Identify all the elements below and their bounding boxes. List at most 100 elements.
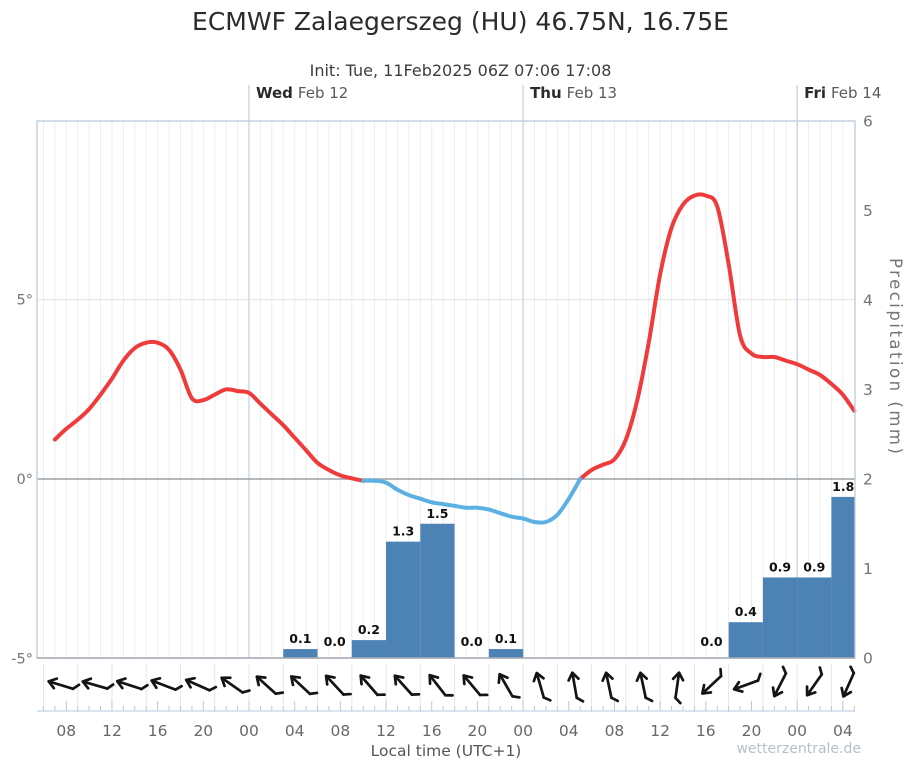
x-tick-label: 12 — [102, 722, 122, 740]
day-label-date: Feb 14 — [831, 84, 881, 102]
wind-arrow-shaft — [604, 671, 613, 700]
wind-arrow — [671, 671, 685, 705]
x-tick-label: 20 — [468, 722, 488, 740]
day-label-weekday: Thu — [530, 84, 562, 102]
wind-arrow-head — [255, 675, 267, 687]
precip-axis-label: 1 — [863, 560, 873, 578]
wind-arrow-shaft — [150, 679, 177, 692]
wind-arrow — [805, 666, 824, 697]
precip-bar — [831, 496, 855, 658]
wind-arrow-tail — [818, 666, 824, 676]
temp-curve-warm — [52, 339, 366, 483]
x-tick-label: 00 — [513, 722, 533, 740]
wind-arrow-head — [47, 677, 59, 690]
precip-bar — [728, 622, 763, 658]
precip-axis-label: 2 — [863, 471, 873, 489]
wind-arrow-shaft — [462, 674, 482, 697]
wind-arrow-head — [289, 675, 302, 687]
precip-bar — [386, 541, 421, 658]
wind-arrow-head — [428, 673, 440, 686]
wind-arrow-head — [150, 677, 162, 690]
precip-bar-label: 0.0 — [700, 634, 722, 649]
x-tick-label: 04 — [833, 722, 853, 740]
wind-arrow-shaft — [428, 674, 447, 697]
x-tick-label: 00 — [239, 722, 259, 740]
wind-arrow-shaft — [81, 680, 109, 690]
wind-arrow-head — [701, 683, 713, 695]
x-tick-label: 16 — [696, 722, 716, 740]
day-label-date: Feb 13 — [567, 84, 617, 102]
wind-arrow-tail — [308, 691, 319, 696]
wind-arrow-shaft — [185, 678, 211, 692]
wind-arrow — [601, 671, 620, 703]
wind-arrow-head — [732, 680, 744, 693]
wind-arrow-tail — [140, 683, 149, 691]
precip-bar — [488, 649, 524, 658]
day-label: Fri Feb 14 — [804, 84, 881, 102]
temp-curve-warm — [578, 192, 857, 481]
wind-arrow — [393, 674, 421, 697]
day-label-weekday: Fri — [804, 84, 826, 102]
precip-bar-label: 0.2 — [358, 622, 380, 637]
page-title: ECMWF Zalaegerszeg (HU) 46.75N, 16.75E — [192, 7, 729, 36]
wind-arrow-shaft — [393, 674, 414, 697]
x-tick-label: 08 — [605, 722, 625, 740]
wind-arrow-shaft — [773, 672, 788, 698]
wind-arrow — [184, 676, 218, 692]
wind-arrow-head — [601, 671, 614, 683]
wind-arrow-shaft — [47, 680, 75, 691]
wind-arrow-head — [771, 686, 784, 698]
wind-arrow — [532, 671, 552, 702]
wind-arrow-shaft — [571, 671, 579, 700]
wind-arrow-shaft — [806, 673, 824, 697]
wind-arrow-tail — [674, 696, 682, 705]
wind-arrow-tail — [208, 685, 218, 692]
precip-bar-label: 0.4 — [735, 604, 757, 619]
wind-arrow — [220, 676, 251, 694]
wind-arrow-shaft — [674, 671, 681, 700]
day-label: Thu Feb 13 — [530, 84, 617, 102]
wind-arrow-shaft — [701, 674, 723, 695]
watermark: wetterzentrale.de — [736, 741, 861, 757]
wind-arrow-head — [671, 671, 685, 682]
wind-arrow — [771, 665, 788, 698]
precip-axis-label: 5 — [863, 202, 873, 220]
wind-arrow-head — [532, 671, 545, 683]
wind-arrow — [81, 677, 115, 690]
x-axis-title: Local time (UTC+1) — [370, 742, 522, 760]
wind-arrow-shaft — [255, 675, 278, 696]
x-tick-label: 12 — [650, 722, 670, 740]
wind-arrow-tail — [849, 665, 856, 675]
wind-arrow-head — [462, 674, 474, 686]
wind-arrow-head — [81, 677, 93, 690]
precip-axis-label: 6 — [863, 113, 873, 131]
wind-arrow-head — [220, 676, 232, 688]
wind-arrow — [635, 671, 654, 703]
x-tick-label: 16 — [148, 722, 168, 740]
day-label-date: Feb 12 — [298, 84, 348, 102]
wind-arrow — [150, 677, 183, 692]
wind-arrow — [47, 677, 81, 691]
x-tick-label: 04 — [285, 722, 305, 740]
wind-arrow — [255, 675, 285, 696]
wind-arrow-shaft — [639, 671, 648, 700]
precip-axis-label: 3 — [863, 381, 873, 399]
wind-arrow-tail — [610, 696, 620, 703]
precip-axis-label: 4 — [863, 292, 873, 310]
x-tick-label: 20 — [193, 722, 213, 740]
temp-curve-cold — [361, 477, 583, 525]
x-tick-label: 04 — [559, 722, 579, 740]
wind-arrow-tail — [719, 667, 723, 678]
wind-arrow-head — [324, 674, 336, 686]
precip-bar-label: 0.1 — [495, 631, 517, 646]
wind-arrow-tail — [71, 683, 81, 691]
precip-bar — [420, 523, 455, 658]
precip-bar-label: 0.9 — [803, 559, 825, 574]
wind-arrow — [115, 677, 149, 691]
wind-arrow-shaft — [290, 675, 312, 696]
wind-arrow-head — [359, 674, 371, 686]
temp-axis-label: -5° — [11, 651, 33, 667]
temp-axis-label: 0° — [17, 472, 33, 488]
x-tick-label: 20 — [742, 722, 762, 740]
